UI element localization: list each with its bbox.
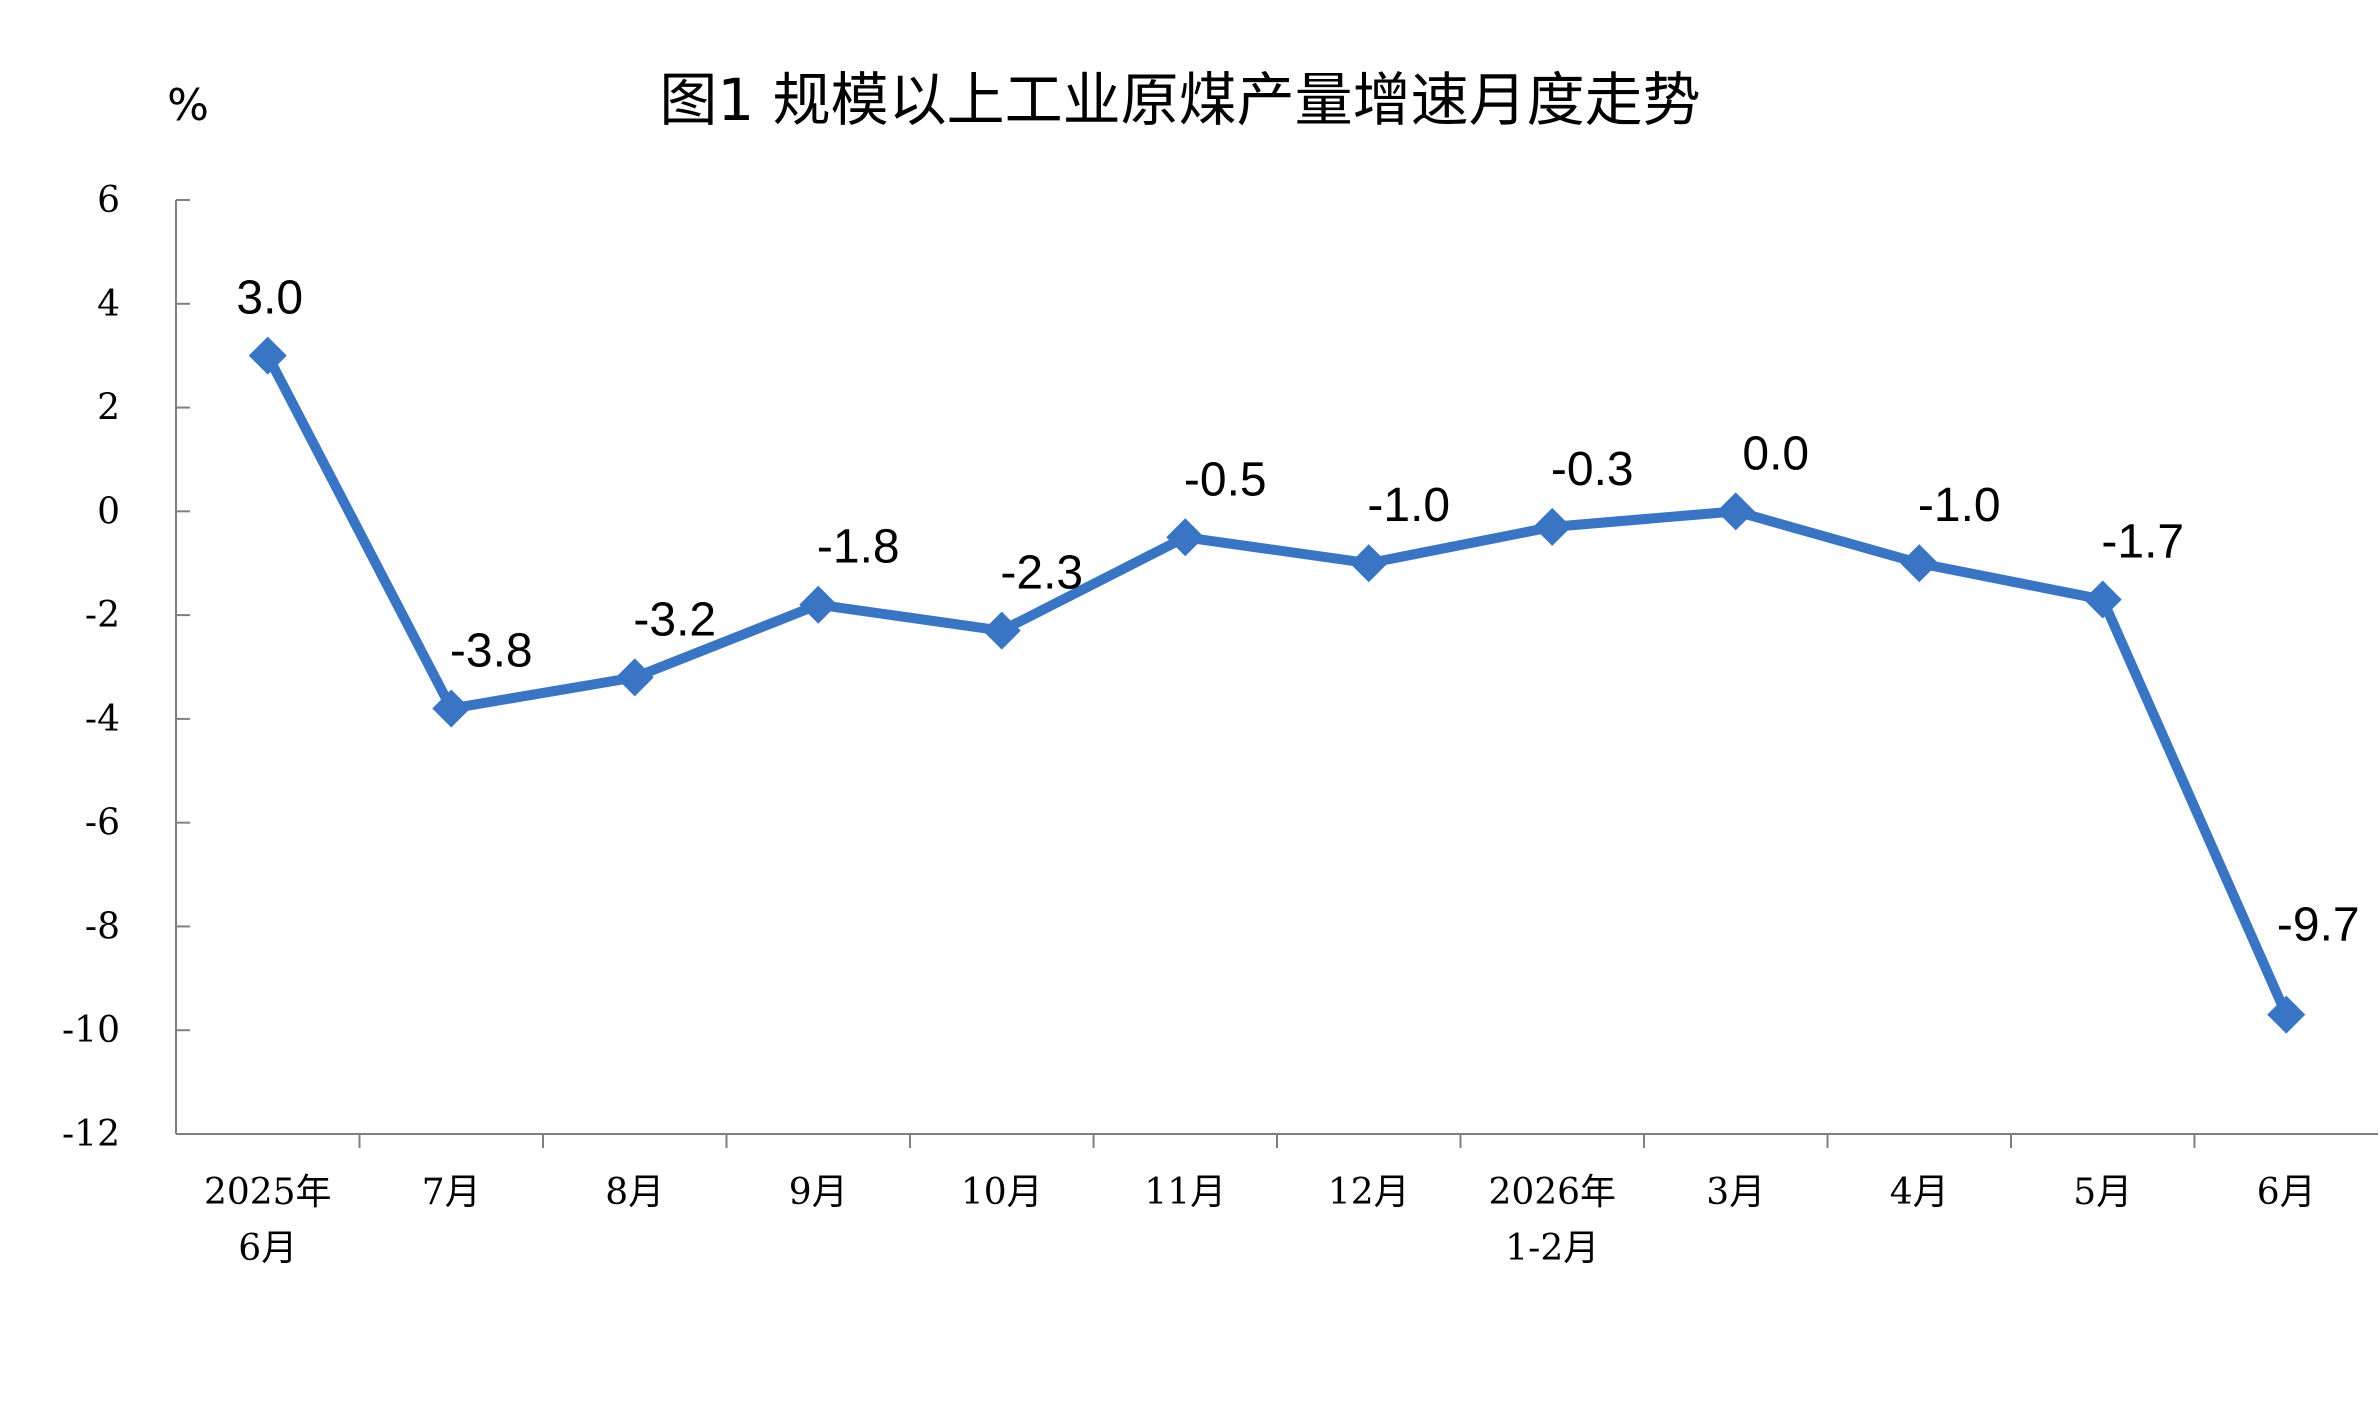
y-axis-ticks: 6 4 2 0 -2 -4 -6 -8 -10 -12 (62, 180, 190, 1155)
data-label: -3.2 (633, 593, 716, 646)
data-label: -2.3 (1000, 547, 1083, 600)
chart-title: 图1 规模以上工业原煤产量增速月度走势 (659, 66, 1700, 134)
data-label: -1.7 (2101, 516, 2184, 569)
x-tick-label: 12月 (1328, 1172, 1410, 1213)
data-point-marker (615, 658, 654, 697)
data-label: 3.0 (236, 272, 303, 325)
data-point-marker (799, 585, 838, 624)
data-point-marker (982, 611, 1021, 650)
x-tick-label: 3月 (1706, 1172, 1765, 1213)
data-point-marker (1533, 507, 1572, 546)
data-point-marker (432, 689, 471, 728)
x-tick-label: 2025年 (204, 1172, 332, 1213)
y-tick-label: -6 (85, 803, 120, 844)
x-axis-ticks: 2025年 6月 7月 8月 9月 10月 11月 12月 2026年 1-2月 3月 4月 5月 6月 (204, 1134, 2316, 1269)
x-tick-label: 4月 (1890, 1172, 1949, 1213)
x-tick-label: 7月 (422, 1172, 481, 1213)
data-label: 0.0 (1742, 427, 1809, 480)
y-tick-label: -2 (85, 595, 120, 636)
data-label: -1.0 (1367, 479, 1450, 532)
y-tick-label: 4 (97, 284, 120, 325)
data-point-marker (1166, 518, 1205, 557)
y-tick-label: -4 (85, 699, 120, 740)
data-labels: 3.0 -3.8 -3.2 -1.8 -2.3 -0.5 -1.0 -0.3 0.0 -1.0 -1… (236, 272, 2359, 952)
data-label: -9.7 (2277, 899, 2360, 952)
y-tick-label: 0 (97, 491, 120, 532)
y-axis-unit: % (167, 80, 209, 131)
x-tick-label: 6月 (2257, 1172, 2316, 1213)
y-tick-label: -12 (62, 1114, 120, 1155)
y-tick-label: 2 (97, 388, 120, 429)
data-point-marker (2083, 580, 2122, 619)
data-point-marker (2267, 995, 2306, 1034)
data-point-marker (248, 336, 287, 375)
data-point-marker (1900, 544, 1939, 583)
y-tick-label: -8 (85, 906, 120, 947)
x-tick-label: 11月 (1144, 1172, 1226, 1213)
x-tick-label: 9月 (789, 1172, 848, 1213)
x-tick-label: 5月 (2073, 1172, 2132, 1213)
series-group (248, 336, 2306, 1034)
series-line (262, 350, 2292, 1020)
x-tick-label: 8月 (605, 1172, 664, 1213)
x-tick-label: 1-2月 (1505, 1228, 1599, 1269)
data-point-marker (1716, 492, 1755, 531)
y-tick-label: -10 (62, 1010, 120, 1051)
y-tick-label: 6 (97, 180, 120, 221)
x-tick-label: 6月 (238, 1228, 297, 1269)
data-point-marker (1349, 544, 1388, 583)
data-label: -1.0 (1918, 479, 2001, 532)
data-label: -0.3 (1551, 443, 1634, 496)
x-tick-label: 2026年 (1488, 1172, 1616, 1213)
data-label: -0.5 (1184, 453, 1267, 506)
data-label: -3.8 (450, 625, 533, 678)
data-label: -1.8 (817, 521, 900, 574)
x-tick-label: 10月 (961, 1172, 1043, 1213)
